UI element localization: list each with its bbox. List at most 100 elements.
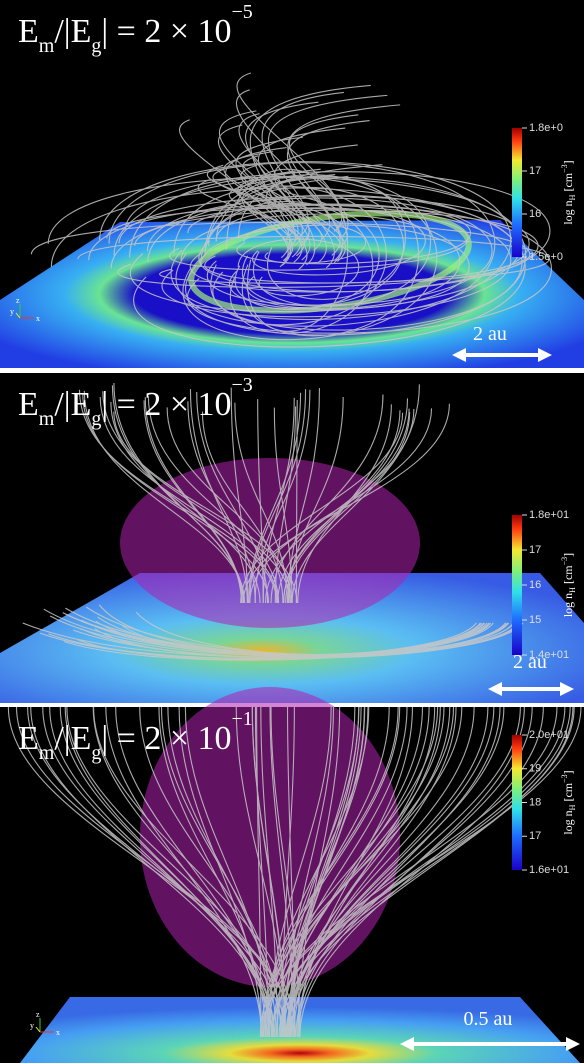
field-line xyxy=(166,407,293,604)
field-line xyxy=(147,194,523,331)
field-line xyxy=(99,161,512,321)
colorbar-label-unit: [cm xyxy=(561,565,575,587)
field-line xyxy=(189,389,248,604)
disk-ring xyxy=(188,210,472,314)
title-sub2: g xyxy=(91,35,101,57)
field-line xyxy=(281,706,424,1038)
field-line xyxy=(50,187,526,348)
field-line xyxy=(219,110,299,247)
colorbar xyxy=(512,515,522,655)
title-sub2: g xyxy=(91,742,101,764)
title-sub1: m xyxy=(39,742,55,764)
field-line xyxy=(288,114,359,240)
colorbar-tick-label: 17 xyxy=(529,830,541,842)
scale-arrow xyxy=(400,1037,414,1051)
field-line xyxy=(278,706,575,1038)
colorbar-label: log nH [cm−3] xyxy=(560,770,577,834)
title-sub2: g xyxy=(91,408,101,430)
panel-title: Em/|Eg| = 2 × 10−5 xyxy=(18,1,253,57)
colorbar-tick-label: 17 xyxy=(529,544,541,556)
colorbar-label-base: log n xyxy=(561,200,575,224)
field-line xyxy=(223,151,295,240)
field-line xyxy=(240,412,404,604)
field-line xyxy=(178,706,262,1038)
axis-label: y xyxy=(30,1021,34,1030)
field-line xyxy=(115,706,271,1038)
field-line xyxy=(249,389,307,604)
field-line xyxy=(158,706,267,1038)
field-line xyxy=(184,706,273,1038)
field-line xyxy=(270,394,384,604)
field-line xyxy=(196,391,269,604)
colorbar-tick-label: 1.8e+0 xyxy=(529,122,563,134)
colorbar-label-close: ] xyxy=(561,160,575,164)
colorbar-tick-label: 1.8e+01 xyxy=(529,509,569,521)
scale-arrow xyxy=(488,682,502,696)
field-line xyxy=(207,186,405,307)
colorbar-tick-label: 1.6e+01 xyxy=(529,864,569,876)
field-line xyxy=(217,124,311,261)
scale-label: 2 au xyxy=(473,323,507,345)
field-line xyxy=(42,706,276,1038)
title-mid: /|E xyxy=(54,720,91,757)
field-line xyxy=(95,620,509,658)
field-line xyxy=(295,706,501,1038)
field-line xyxy=(285,706,505,1038)
field-lines xyxy=(30,72,553,348)
field-line xyxy=(288,397,344,604)
field-line xyxy=(270,176,348,248)
field-line xyxy=(215,207,426,276)
field-line xyxy=(242,403,450,604)
title-sub1: m xyxy=(39,35,55,57)
panel: Em/|Eg| = 2 × 10−31.8e+011716151.4e+01lo… xyxy=(0,373,584,703)
colorbar-label-unit: [cm xyxy=(561,172,575,194)
field-line xyxy=(289,706,366,1038)
field-line xyxy=(173,185,387,326)
field-line xyxy=(238,175,406,300)
field-line xyxy=(286,706,451,1038)
scale-arrow xyxy=(538,348,552,362)
colorbar-tick-label: 16 xyxy=(529,208,541,220)
field-line xyxy=(298,706,414,1038)
field-line xyxy=(285,706,574,1038)
field-line xyxy=(270,706,300,1038)
field-line xyxy=(239,168,321,262)
colorbar-tick-label: 17 xyxy=(529,165,541,177)
field-line xyxy=(201,411,284,604)
scale-arrow xyxy=(452,348,466,362)
field-line xyxy=(291,384,420,604)
field-line xyxy=(66,706,286,1038)
field-line xyxy=(284,706,335,1038)
field-line xyxy=(249,84,371,259)
panel-title: Em/|Eg| = 2 × 10−3 xyxy=(18,374,253,430)
panel-title: Em/|Eg| = 2 × 10−1 xyxy=(18,708,253,764)
colorbar-tick-label: 16 xyxy=(529,579,541,591)
colorbar-label: log nH [cm−3] xyxy=(560,160,577,224)
colorbar-tick-label: 1.4e+01 xyxy=(529,649,569,661)
colorbar-label-close: ] xyxy=(561,770,575,774)
title-exp: −3 xyxy=(232,374,253,396)
colorbar-tick-label: 1.5e+0 xyxy=(529,251,563,263)
colorbar-label-sub: H xyxy=(568,194,577,200)
field-line xyxy=(7,706,294,1038)
field-line xyxy=(212,168,323,251)
field-line xyxy=(261,91,344,266)
title-exp: −1 xyxy=(232,708,253,730)
field-line xyxy=(108,162,496,327)
field-line xyxy=(102,391,291,604)
colorbar-tick-label: 2.0e+01 xyxy=(529,729,569,741)
field-line xyxy=(249,408,433,604)
field-line xyxy=(129,175,438,341)
field-line xyxy=(265,706,370,1038)
field-line xyxy=(265,164,383,270)
field-line xyxy=(110,402,261,604)
colorbar-label-exp: −3 xyxy=(560,774,569,783)
field-line xyxy=(243,222,367,264)
field-line xyxy=(113,176,527,336)
field-line xyxy=(93,706,297,1038)
field-line xyxy=(230,387,249,604)
scale-label: 0.5 au xyxy=(464,1008,513,1030)
scale-arrow xyxy=(560,682,574,696)
field-line xyxy=(180,213,461,310)
